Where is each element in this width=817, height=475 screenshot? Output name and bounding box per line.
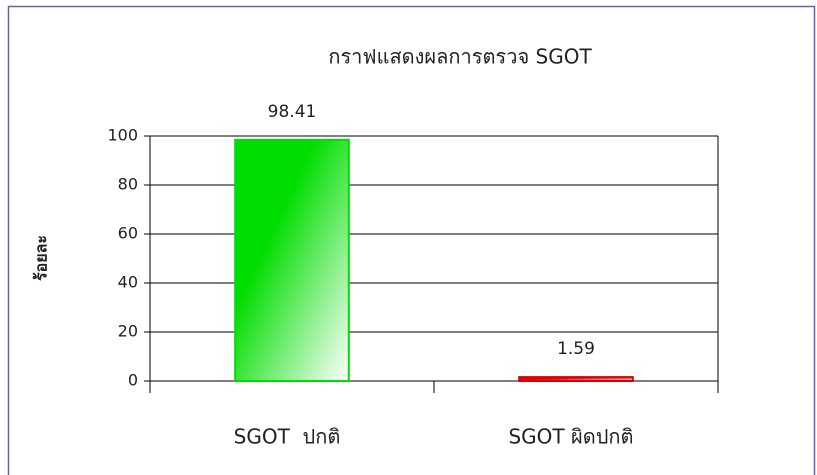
- x-tick-label: SGOT ปกติ: [234, 425, 341, 449]
- frame: [7, 5, 816, 475]
- x-tick-label: SGOT ผิดปกติ: [508, 425, 633, 449]
- data-label: 1.59: [557, 339, 595, 359]
- data-label: 98.41: [268, 102, 317, 122]
- y-tick-label: 60: [118, 224, 138, 243]
- chart-title: กราฟแสดงผลการตรวจ SGOT: [328, 45, 592, 69]
- bar: [518, 376, 634, 382]
- y-tick-label: 80: [118, 175, 138, 194]
- y-tick-label: 0: [128, 371, 138, 390]
- y-axis-label: ร้อยละ: [32, 235, 51, 281]
- y-tick-label: 100: [107, 126, 138, 145]
- bar: [234, 138, 350, 382]
- y-tick-label: 40: [118, 273, 138, 292]
- y-tick-label: 20: [118, 322, 138, 341]
